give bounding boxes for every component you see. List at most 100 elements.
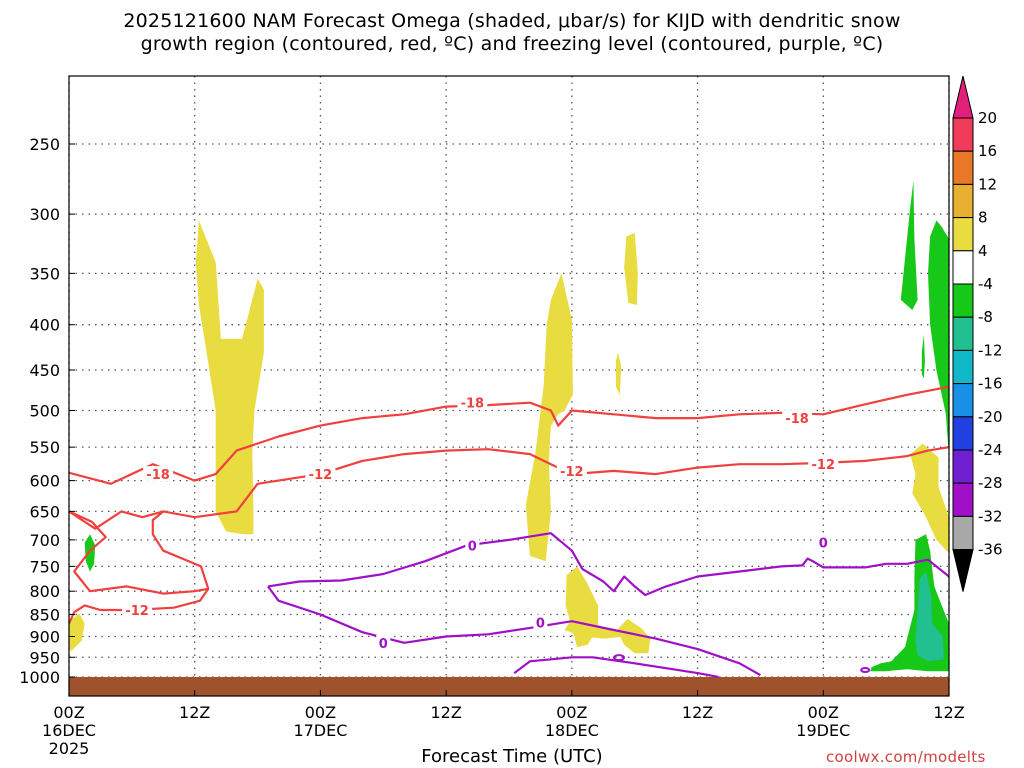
contour-label-bg bbox=[465, 537, 480, 553]
contour-label-bg bbox=[808, 456, 839, 472]
y-tick-label: 300 bbox=[29, 205, 60, 224]
y-tick-label: 800 bbox=[29, 582, 60, 601]
dgz-contour-top bbox=[69, 385, 949, 485]
y-tick-label: 450 bbox=[29, 361, 60, 380]
colorbar-swatch bbox=[952, 349, 974, 385]
contour-label-bg bbox=[122, 601, 153, 617]
contour-label: 0 bbox=[536, 617, 545, 632]
contour-label-bg bbox=[305, 466, 336, 482]
omega-region-w4 bbox=[525, 273, 573, 562]
y-tick-label: 350 bbox=[29, 264, 60, 283]
y-tick-label: 500 bbox=[29, 402, 60, 421]
grid bbox=[68, 76, 950, 696]
colorbar-swatch bbox=[952, 383, 974, 418]
contour-label-bg bbox=[143, 466, 174, 482]
x-tick-label: 12Z bbox=[933, 703, 964, 722]
chart-title-line-1: 2025121600 NAM Forecast Omega (shaded, μ… bbox=[123, 10, 901, 32]
contour-label: -18 bbox=[146, 468, 170, 483]
colorbar-swatch bbox=[952, 183, 974, 219]
x-tick-date-label: 18DEC bbox=[545, 721, 599, 740]
x-tick-date-label: 19DEC bbox=[796, 721, 850, 740]
contour-label-bg bbox=[376, 634, 391, 650]
freezing-level-contour-lower bbox=[267, 585, 761, 677]
colorbar-swatch bbox=[952, 316, 974, 351]
x-tick-label: 00Z bbox=[808, 703, 839, 722]
colorbar-swatch bbox=[952, 217, 974, 252]
x-tick-label: 00Z bbox=[305, 703, 336, 722]
contour-label: -18 bbox=[461, 397, 485, 412]
y-tick-label: 850 bbox=[29, 606, 60, 625]
contour-label: -12 bbox=[309, 468, 333, 483]
colorbar-swatch bbox=[952, 416, 974, 451]
colorbar-label: -12 bbox=[978, 341, 1003, 359]
x-tick-label: 00Z bbox=[53, 703, 84, 722]
y-tick-label: 750 bbox=[29, 557, 60, 576]
colorbar-label: 4 bbox=[978, 242, 988, 260]
colorbar-label: -16 bbox=[978, 375, 1003, 393]
contour-label: -12 bbox=[560, 465, 584, 480]
freezing-level-contour-ring bbox=[860, 667, 871, 674]
omega-region-w4 bbox=[910, 443, 949, 554]
x-tick-date-label: 16DEC bbox=[42, 721, 96, 740]
omega-region-w4 bbox=[615, 352, 622, 395]
y-tick-label: 250 bbox=[29, 135, 60, 154]
colorbar-label: -4 bbox=[978, 275, 993, 293]
colorbar-label: -8 bbox=[978, 308, 993, 326]
y-axis: 250 300 350 400 450 500 550 600 650 700 750 800 850 9… bbox=[19, 135, 75, 687]
x-tick-label: 12Z bbox=[682, 703, 713, 722]
contour-label-bg bbox=[457, 394, 488, 410]
contours bbox=[69, 385, 949, 679]
x-axis-title: Forecast Time (UTC) bbox=[421, 746, 603, 767]
colorbar-swatch bbox=[952, 150, 974, 185]
contour-label: -12 bbox=[812, 458, 836, 473]
colorbar-swatch bbox=[952, 117, 974, 152]
colorbar: 20 16 12 8 4 -4 -8 -12 -16 -20 -24 -28 -32 -36 bbox=[952, 75, 1003, 592]
contour-label: -18 bbox=[785, 412, 809, 427]
contour-label-bg bbox=[782, 410, 813, 426]
y-tick-label: 700 bbox=[29, 531, 60, 550]
omega-region-w4 bbox=[624, 232, 638, 305]
x-tick-year-label: 2025 bbox=[49, 739, 90, 758]
colorbar-label: -20 bbox=[978, 408, 1003, 426]
omega-region-wm4 bbox=[900, 180, 918, 310]
colorbar-top-arrow bbox=[952, 75, 974, 119]
omega-region-wm8 bbox=[915, 571, 944, 662]
y-tick-label: 550 bbox=[29, 438, 60, 457]
omega-region-w4 bbox=[195, 220, 264, 535]
x-tick-date-label: 17DEC bbox=[293, 721, 347, 740]
omega-region-w4 bbox=[616, 619, 651, 654]
colorbar-label: -24 bbox=[978, 441, 1003, 459]
dgz-contour-loop bbox=[69, 510, 210, 595]
omega-region-w4 bbox=[69, 613, 85, 652]
chart-title-line-2: growth region (contoured, red, ºC) and f… bbox=[140, 33, 884, 55]
y-tick-label: 600 bbox=[29, 472, 60, 491]
colorbar-swatch bbox=[952, 482, 974, 517]
contour-labels: -18 -12 -12 -18 -12 -18 -12 0 0 0 0 bbox=[122, 394, 839, 652]
contour-label: 0 bbox=[468, 539, 477, 554]
x-tick-label: 00Z bbox=[556, 703, 587, 722]
colorbar-swatch bbox=[952, 515, 974, 551]
y-tick-label: 900 bbox=[29, 627, 60, 646]
contour-label: 0 bbox=[379, 637, 388, 652]
colorbar-label: 16 bbox=[978, 142, 997, 160]
y-tick-label: 400 bbox=[29, 316, 60, 335]
colorbar-swatch bbox=[952, 449, 974, 484]
omega-shading bbox=[69, 180, 949, 672]
plot-frame bbox=[68, 75, 950, 697]
omega-region-wm4 bbox=[928, 220, 949, 458]
colorbar-label: -36 bbox=[978, 541, 1003, 559]
y-tick-label: 950 bbox=[29, 648, 60, 667]
contour-label-bg bbox=[556, 462, 587, 478]
source-credit: coolwx.com/modelts bbox=[826, 748, 986, 766]
colorbar-swatch bbox=[952, 250, 974, 285]
contour-label-bg bbox=[816, 534, 831, 550]
x-tick-label: 12Z bbox=[179, 703, 210, 722]
contour-label: 0 bbox=[819, 537, 828, 552]
contour-label-bg bbox=[533, 614, 548, 630]
omega-region-wm4 bbox=[921, 334, 925, 379]
y-tick-label: 650 bbox=[29, 502, 60, 521]
colorbar-label: -32 bbox=[978, 507, 1003, 525]
colorbar-label: 8 bbox=[978, 209, 988, 227]
